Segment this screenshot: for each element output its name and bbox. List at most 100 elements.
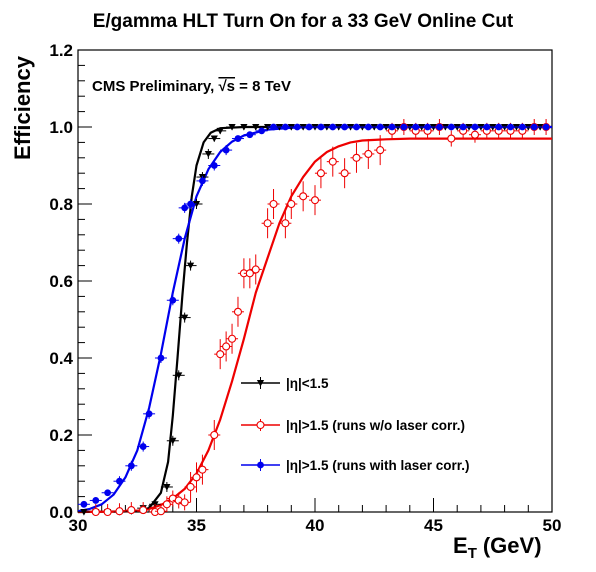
- data-point: [468, 123, 481, 131]
- point-marker: [210, 162, 218, 169]
- point-marker: [310, 196, 320, 205]
- data-point: [457, 123, 470, 131]
- point-marker: [115, 507, 124, 516]
- x-axis-title: ET (GeV): [453, 533, 542, 562]
- x-tick-label: 30: [69, 516, 88, 535]
- chart-title: E/gamma HLT Turn On for a 33 GeV Online …: [93, 11, 514, 32]
- point-marker: [127, 462, 135, 470]
- point-marker: [495, 123, 503, 131]
- data-point: [77, 509, 90, 516]
- point-marker: [80, 509, 88, 516]
- point-marker: [252, 124, 260, 131]
- data-point: [214, 127, 227, 135]
- y-tick-label: 1.0: [49, 118, 73, 137]
- point-marker: [269, 199, 278, 209]
- data-point: [249, 254, 262, 285]
- point-marker: [281, 219, 290, 228]
- y-axis: 0.0 0.2 0.4 0.6 0.8 1.0 1.2: [49, 41, 92, 522]
- data-point: [350, 142, 363, 173]
- legend-item: |η|>1.5 (runs with laser corr.): [241, 458, 470, 473]
- x-tick-label: 35: [187, 516, 206, 535]
- point-marker: [246, 131, 254, 139]
- point-marker: [287, 199, 296, 209]
- point-marker: [116, 477, 123, 485]
- y-axis-title: Efficiency: [10, 55, 35, 160]
- data-point: [267, 123, 280, 131]
- point-marker: [175, 235, 183, 243]
- y-tick-label: 0.6: [49, 272, 73, 291]
- point-marker: [216, 350, 225, 359]
- data-point: [190, 462, 203, 493]
- point-marker: [270, 123, 277, 131]
- x-tick-label: 40: [306, 516, 325, 535]
- x-axis-title-main: E: [453, 533, 468, 558]
- y-tick-label: 0.0: [49, 503, 73, 522]
- point-marker: [251, 265, 260, 274]
- data-point: [314, 123, 327, 131]
- x-tick-label: 50: [543, 516, 562, 535]
- data-point: [528, 123, 541, 131]
- point-marker: [169, 296, 177, 304]
- point-marker: [222, 342, 231, 351]
- legend-label: |η|<1.5: [286, 376, 329, 391]
- point-marker: [216, 127, 224, 135]
- point-marker: [328, 157, 337, 166]
- point-marker: [162, 500, 171, 509]
- point-marker: [234, 135, 242, 142]
- data-point: [445, 130, 458, 147]
- y-tick-label: 0.4: [49, 349, 73, 368]
- point-marker: [340, 169, 349, 178]
- data-point: [309, 185, 321, 216]
- x-axis: 30 35 40 45 50: [69, 498, 562, 535]
- x-tick-label: 45: [424, 516, 443, 535]
- data-point: [326, 123, 339, 131]
- data-point: [196, 175, 209, 186]
- data-points: [77, 119, 553, 517]
- point-marker: [258, 127, 266, 135]
- point-marker: [181, 314, 189, 322]
- data-point: [125, 460, 138, 471]
- point-marker: [305, 123, 313, 131]
- data-point: [249, 124, 262, 131]
- data-point: [178, 494, 191, 511]
- point-marker: [530, 123, 538, 131]
- data-point: [166, 295, 179, 306]
- data-point: [89, 497, 102, 504]
- data-point: [101, 504, 114, 517]
- data-point: [338, 158, 351, 189]
- data-point: [208, 160, 221, 171]
- y-tick-label: 0.8: [49, 195, 73, 214]
- data-point: [468, 126, 481, 143]
- point-marker: [192, 473, 201, 482]
- point-marker: [210, 430, 219, 440]
- point-marker: [281, 123, 289, 131]
- data-point: [208, 420, 221, 450]
- point-marker: [470, 130, 480, 139]
- point-marker: [175, 372, 183, 379]
- data-point: [326, 146, 339, 177]
- data-point: [101, 489, 114, 497]
- data-point: [166, 435, 179, 446]
- data-point: [231, 296, 244, 327]
- fit-curve: [77, 125, 552, 514]
- point-marker: [139, 443, 147, 450]
- point-marker: [145, 410, 153, 418]
- point-marker: [316, 169, 325, 178]
- data-point: [184, 199, 197, 209]
- point-marker: [317, 123, 325, 131]
- data-point: [237, 124, 250, 131]
- annotation-suffix: = 8 TeV: [235, 78, 291, 95]
- data-point: [480, 123, 493, 131]
- data-point: [362, 123, 375, 131]
- annotation-sqrt: √s: [218, 78, 235, 95]
- point-marker: [341, 123, 349, 131]
- data-point: [77, 500, 90, 508]
- data-point: [433, 123, 446, 131]
- data-point: [374, 135, 387, 166]
- point-marker: [228, 124, 236, 131]
- legend-label: |η|>1.5 (runs with laser corr.): [286, 458, 470, 473]
- data-point: [113, 503, 126, 516]
- data-point: [220, 331, 233, 362]
- legend: |η|<1.5 |η|>1.5 (runs w/o laser corr.) |η|…: [241, 376, 470, 473]
